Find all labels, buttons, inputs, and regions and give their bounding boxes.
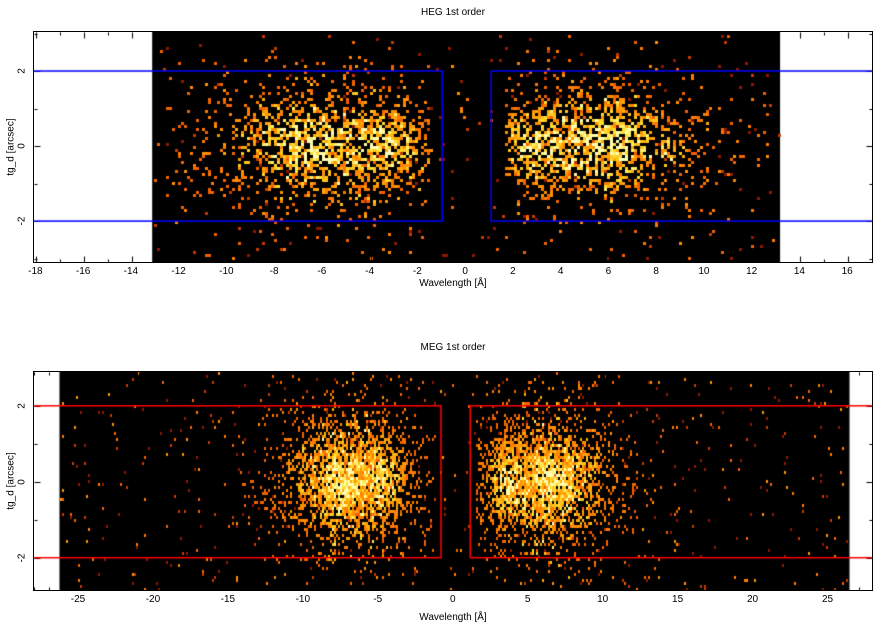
- x-tick-label: 16: [841, 266, 853, 277]
- x-tick-label: 8: [653, 266, 659, 277]
- x-tick-label: 15: [672, 594, 684, 605]
- heg-x-axis-label: Wavelength [Å]: [419, 278, 487, 289]
- y-tick-label: 2: [16, 68, 28, 74]
- x-tick-label: 10: [698, 266, 710, 277]
- y-tick-label: 0: [16, 143, 28, 149]
- x-tick-label: 0: [462, 266, 468, 277]
- x-tick-label: -20: [145, 594, 161, 605]
- meg-plot-frame: [33, 371, 873, 591]
- y-tick-label: -2: [16, 216, 28, 226]
- x-tick-label: -14: [123, 266, 139, 277]
- heg-y-axis-label: tg_d [arcsec]: [5, 118, 17, 176]
- y-tick-label: -2: [16, 553, 28, 563]
- meg-x-axis-label: Wavelength [Å]: [419, 612, 487, 623]
- x-tick-label: -12: [171, 266, 186, 277]
- x-tick-label: 12: [746, 266, 758, 277]
- meg-y-axis-label: tg_d [arcsec]: [5, 452, 17, 510]
- y-tick-label: 0: [16, 478, 28, 485]
- x-tick-label: -6: [317, 266, 327, 277]
- x-tick-label: 14: [793, 266, 805, 277]
- x-tick-label: 25: [821, 594, 834, 605]
- x-tick-label: -2: [412, 266, 422, 277]
- x-tick-label: -25: [70, 594, 86, 605]
- x-tick-label: 5: [524, 594, 531, 605]
- x-tick-label: -4: [365, 266, 375, 277]
- meg-plot-canvas: [34, 372, 872, 590]
- x-tick-label: 4: [557, 266, 564, 277]
- x-tick-label: 20: [747, 594, 759, 605]
- x-tick-label: 0: [449, 594, 456, 605]
- x-tick-label: 2: [510, 266, 516, 277]
- y-tick-label: 2: [16, 403, 28, 409]
- x-tick-label: -8: [269, 266, 279, 277]
- x-tick-label: -15: [220, 594, 236, 605]
- heg-chart-title: HEG 1st order: [421, 7, 485, 18]
- x-tick-label: -18: [28, 266, 43, 277]
- x-tick-label: -16: [75, 266, 91, 277]
- heg-plot-frame: [33, 31, 873, 263]
- meg-chart-title: MEG 1st order: [420, 342, 486, 353]
- x-tick-label: -5: [373, 594, 383, 605]
- x-tick-label: -10: [295, 594, 311, 605]
- heg-plot-canvas: [34, 32, 872, 262]
- x-tick-label: -10: [219, 266, 234, 277]
- x-tick-label: 10: [597, 594, 609, 605]
- x-tick-label: 6: [605, 266, 612, 277]
